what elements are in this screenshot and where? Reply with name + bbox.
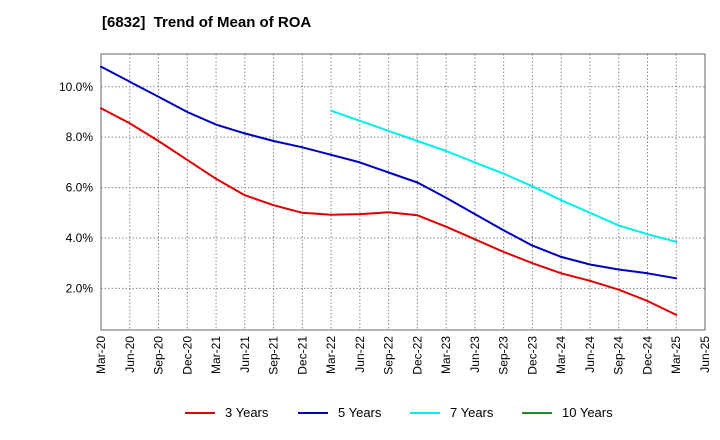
x-tick-label: Mar-20: [94, 336, 108, 374]
legend: 3 Years 5 Years 7 Years 10 Years: [0, 405, 720, 425]
plot-frame: [100, 53, 706, 331]
x-axis-tick-labels: Mar-20 Jun-20 Sep-20 Dec-20 Mar-21 Jun-21 Sep-…: [94, 336, 712, 375]
x-tick-label: Sep-23: [497, 336, 511, 375]
y-tick-label: 4.0%: [66, 231, 94, 245]
x-tick-label: Jun-24: [583, 336, 597, 373]
grid-lines: [101, 54, 705, 330]
x-tick-label: Dec-24: [640, 336, 654, 375]
legend-swatch: [298, 411, 328, 414]
legend-label: 5 Years: [338, 405, 382, 420]
chart-title: [6832] Trend of Mean of ROA: [102, 14, 312, 31]
x-tick-label: Dec-21: [295, 336, 309, 375]
series-lines: [100, 65, 678, 316]
legend-label: 3 Years: [225, 405, 269, 420]
x-tick-label: Dec-20: [180, 336, 194, 375]
legend-item: 10 Years: [522, 405, 613, 420]
x-tick-label: Mar-24: [554, 336, 568, 374]
y-tick-label: 2.0%: [66, 281, 94, 295]
x-tick-label: Dec-22: [410, 336, 424, 375]
legend-swatch: [410, 411, 440, 414]
legend-item: 3 Years: [185, 405, 268, 420]
series-line-7-years: [330, 109, 678, 243]
legend-item: 5 Years: [298, 405, 381, 420]
x-tick-label: Sep-22: [382, 336, 396, 375]
series-line-5-years: [100, 65, 678, 280]
x-tick-label: Jun-22: [353, 336, 367, 373]
x-tick-label: Jun-23: [468, 336, 482, 373]
y-tick-label: 10.0%: [59, 80, 93, 94]
x-tick-label: Sep-21: [267, 336, 281, 375]
x-tick-label: Jun-25: [698, 336, 712, 373]
x-tick-label: Dec-23: [525, 336, 539, 375]
x-tick-label: Mar-23: [439, 336, 453, 374]
legend-label: 10 Years: [562, 405, 613, 420]
x-tick-label: Mar-25: [669, 336, 683, 374]
legend-item: 7 Years: [410, 405, 493, 420]
x-tick-label: Jun-20: [123, 336, 137, 373]
x-tick-label: Mar-22: [324, 336, 338, 374]
legend-swatch: [522, 411, 552, 414]
x-tick-label: Sep-24: [612, 336, 626, 375]
x-tick-label: Jun-21: [238, 336, 252, 373]
legend-label: 7 Years: [450, 405, 494, 420]
y-tick-label: 6.0%: [66, 181, 94, 195]
legend-swatch: [185, 411, 215, 414]
series-line-3-years: [100, 107, 678, 316]
y-axis-tick-labels: 2.0% 4.0% 6.0% 8.0% 10.0%: [59, 80, 93, 296]
y-tick-label: 8.0%: [66, 130, 94, 144]
x-tick-label: Mar-21: [209, 336, 223, 374]
x-tick-label: Sep-20: [152, 336, 166, 375]
